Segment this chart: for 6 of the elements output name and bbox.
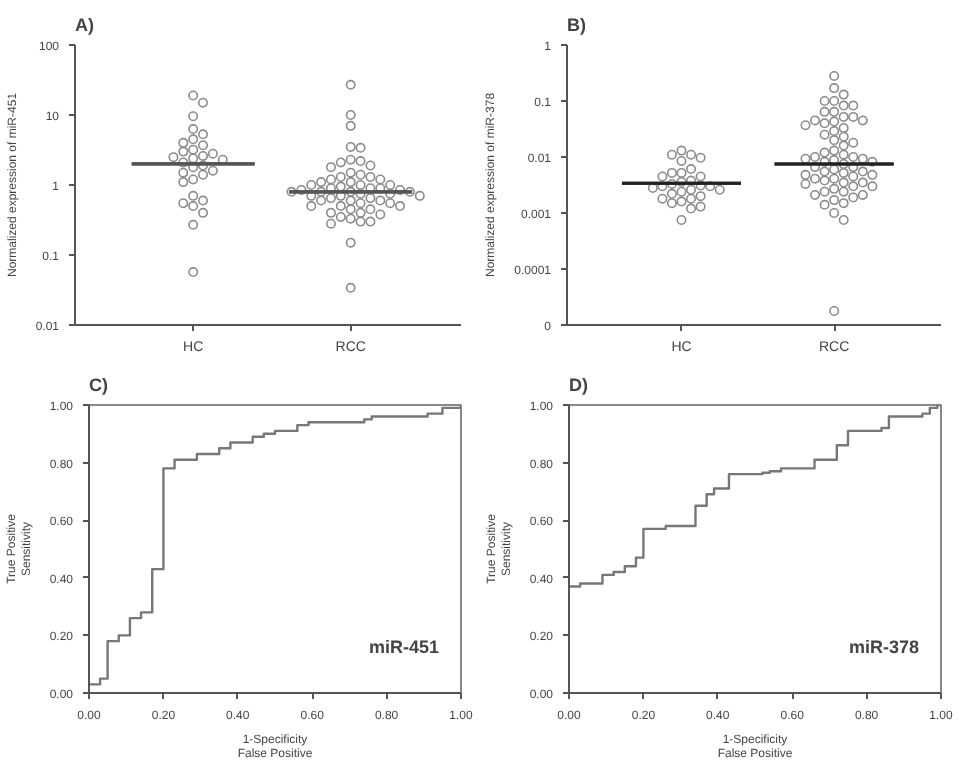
chart-title: C) [89, 375, 108, 395]
chart-title: B) [567, 15, 586, 35]
annotation: miR-378 [849, 637, 920, 657]
annotation: miR-451 [369, 637, 440, 657]
chart-title: D) [569, 375, 588, 395]
chart-title: A) [75, 15, 94, 35]
